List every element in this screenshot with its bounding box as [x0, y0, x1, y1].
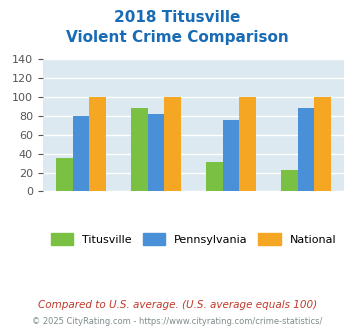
Bar [89, 97, 106, 191]
Bar [297, 109, 314, 191]
Text: 2018 Titusville: 2018 Titusville [114, 10, 241, 25]
Text: Violent Crime Comparison: Violent Crime Comparison [66, 30, 289, 45]
Bar [164, 97, 181, 191]
Bar [131, 109, 148, 191]
Bar [73, 116, 89, 191]
Bar [239, 97, 256, 191]
Bar [148, 114, 164, 191]
Text: Compared to U.S. average. (U.S. average equals 100): Compared to U.S. average. (U.S. average … [38, 300, 317, 310]
Legend: Titusville, Pennsylvania, National: Titusville, Pennsylvania, National [46, 229, 341, 249]
Text: © 2025 CityRating.com - https://www.cityrating.com/crime-statistics/: © 2025 CityRating.com - https://www.city… [32, 317, 323, 326]
Bar [206, 162, 223, 191]
Bar [56, 158, 73, 191]
Bar [223, 120, 239, 191]
Bar [281, 170, 297, 191]
Bar [314, 97, 331, 191]
